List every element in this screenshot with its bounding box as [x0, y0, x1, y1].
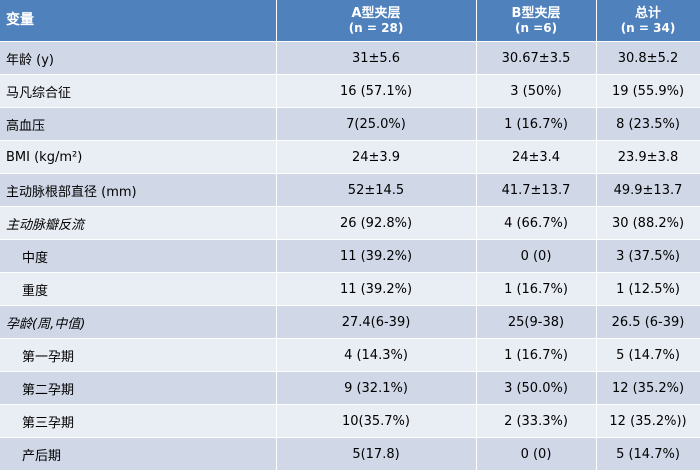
table-row: 孕龄(周,中值) 27.4(6-39) 25(9-38) 26.5 (6-39)	[0, 305, 700, 339]
table-row: 重度 11 (39.2%) 1 (16.7%) 1 (12.5%)	[0, 272, 700, 306]
cell-b: 0 (0)	[476, 437, 597, 470]
row-label: 主动脉瓣反流	[0, 206, 277, 240]
cell-total: 23.9±3.8	[596, 140, 700, 174]
table-row: 中度 11 (39.2%) 0 (0) 3 (37.5%)	[0, 239, 700, 273]
cell-b: 0 (0)	[476, 239, 597, 273]
cell-total: 30.8±5.2	[596, 41, 700, 75]
cell-total: 3 (37.5%)	[596, 239, 700, 273]
cell-a: 5(17.8)	[276, 437, 477, 470]
table-row: 第一孕期 4 (14.3%) 1 (16.7%) 5 (14.7%)	[0, 338, 700, 372]
header-col-b-name: B型夹层	[511, 5, 561, 21]
cell-b: 3 (50.0%)	[476, 371, 597, 405]
cell-b: 3 (50%)	[476, 74, 597, 108]
cell-b: 1 (16.7%)	[476, 338, 597, 372]
table-row: 第三孕期 10(35.7%) 2 (33.3%) 12 (35.2%))	[0, 404, 700, 438]
cell-b: 24±3.4	[476, 140, 597, 174]
cell-a: 26 (92.8%)	[276, 206, 477, 240]
cell-total: 26.5 (6-39)	[596, 305, 700, 339]
cell-a: 7(25.0%)	[276, 107, 477, 141]
row-label: 年龄 (y)	[0, 41, 277, 75]
cell-b: 41.7±13.7	[476, 173, 597, 207]
cell-a: 11 (39.2%)	[276, 272, 477, 306]
cell-b: 25(9-38)	[476, 305, 597, 339]
row-label: 主动脉根部直径 (mm)	[0, 173, 277, 207]
table-row: 产后期 5(17.8) 0 (0) 5 (14.7%)	[0, 437, 700, 470]
header-col-a-n: (n = 28)	[348, 20, 404, 35]
cell-a: 11 (39.2%)	[276, 239, 477, 273]
cell-b: 2 (33.3%)	[476, 404, 597, 438]
row-label: BMI (kg/m²)	[0, 140, 277, 174]
cell-a: 27.4(6-39)	[276, 305, 477, 339]
cell-a: 31±5.6	[276, 41, 477, 75]
cell-total: 49.9±13.7	[596, 173, 700, 207]
cell-total: 12 (35.2%)	[596, 371, 700, 405]
cell-b: 1 (16.7%)	[476, 107, 597, 141]
cell-a: 9 (32.1%)	[276, 371, 477, 405]
header-col-b: B型夹层 (n =6)	[476, 0, 597, 42]
header-label: 变量	[0, 0, 277, 42]
cell-b: 4 (66.7%)	[476, 206, 597, 240]
cell-total: 1 (12.5%)	[596, 272, 700, 306]
row-label: 第一孕期	[0, 338, 277, 372]
row-label: 孕龄(周,中值)	[0, 305, 277, 339]
header-col-total-n: (n = 34)	[620, 20, 676, 35]
cell-b: 30.67±3.5	[476, 41, 597, 75]
header-col-b-n: (n =6)	[514, 20, 558, 35]
cell-a: 24±3.9	[276, 140, 477, 174]
table-row: 主动脉根部直径 (mm) 52±14.5 41.7±13.7 49.9±13.7	[0, 173, 700, 207]
header-col-a: A型夹层 (n = 28)	[276, 0, 477, 42]
table-row: 主动脉瓣反流 26 (92.8%) 4 (66.7%) 30 (88.2%)	[0, 206, 700, 240]
row-label: 产后期	[0, 437, 277, 470]
header-col-a-name: A型夹层	[351, 5, 401, 21]
cell-total: 30 (88.2%)	[596, 206, 700, 240]
header-row: 变量 A型夹层 (n = 28) B型夹层 (n =6) 总计 (n = 34)	[0, 0, 700, 42]
table-row: BMI (kg/m²) 24±3.9 24±3.4 23.9±3.8	[0, 140, 700, 174]
table-row: 马凡综合征 16 (57.1%) 3 (50%) 19 (55.9%)	[0, 74, 700, 108]
cell-a: 52±14.5	[276, 173, 477, 207]
cell-total: 19 (55.9%)	[596, 74, 700, 108]
table-row: 第二孕期 9 (32.1%) 3 (50.0%) 12 (35.2%)	[0, 371, 700, 405]
row-label: 第三孕期	[0, 404, 277, 438]
cell-a: 10(35.7%)	[276, 404, 477, 438]
row-label: 中度	[0, 239, 277, 273]
cell-total: 12 (35.2%))	[596, 404, 700, 438]
cell-total: 5 (14.7%)	[596, 437, 700, 470]
table-row: 高血压 7(25.0%) 1 (16.7%) 8 (23.5%)	[0, 107, 700, 141]
cell-a: 4 (14.3%)	[276, 338, 477, 372]
row-label: 高血压	[0, 107, 277, 141]
header-col-total: 总计 (n = 34)	[596, 0, 700, 42]
row-label: 重度	[0, 272, 277, 306]
cell-a: 16 (57.1%)	[276, 74, 477, 108]
cell-total: 8 (23.5%)	[596, 107, 700, 141]
cell-total: 5 (14.7%)	[596, 338, 700, 372]
header-col-total-name: 总计	[634, 5, 661, 21]
cell-b: 1 (16.7%)	[476, 272, 597, 306]
row-label: 马凡综合征	[0, 74, 277, 108]
row-label: 第二孕期	[0, 371, 277, 405]
table-row: 年龄 (y) 31±5.6 30.67±3.5 30.8±5.2	[0, 41, 700, 75]
